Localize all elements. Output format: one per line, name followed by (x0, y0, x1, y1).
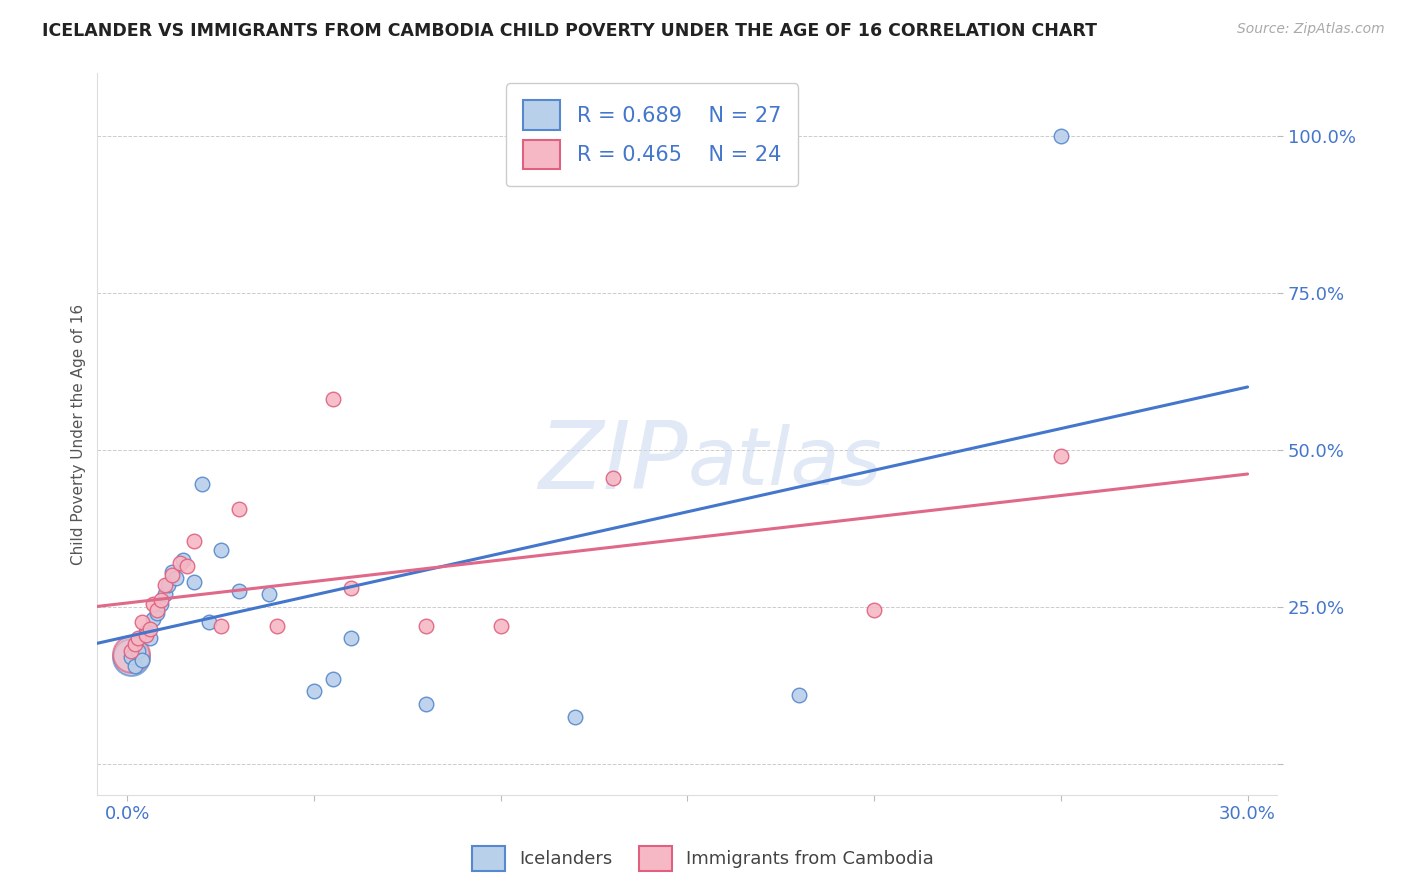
Point (340, 581, 363, 595)
Point (1050, 128, 1073, 143)
Point (124, 659, 146, 673)
Point (489, 618, 512, 632)
Point (127, 631, 149, 645)
Point (183, 533, 205, 548)
Legend: Icelanders, Immigrants from Cambodia: Icelanders, Immigrants from Cambodia (465, 838, 941, 879)
Point (120, 649, 142, 664)
Point (131, 615, 153, 630)
Point (863, 603, 886, 617)
Point (183, 574, 205, 589)
Point (149, 597, 172, 611)
Point (228, 502, 250, 516)
Point (142, 597, 165, 611)
Point (138, 622, 160, 636)
Point (138, 631, 160, 645)
Point (146, 606, 169, 620)
Point (120, 643, 142, 657)
Point (127, 643, 149, 657)
Y-axis label: Child Poverty Under the Age of 16: Child Poverty Under the Age of 16 (72, 303, 86, 565)
Point (191, 477, 214, 491)
Point (228, 584, 250, 599)
Point (322, 672, 344, 686)
Point (415, 618, 437, 632)
Point (789, 688, 811, 702)
Point (160, 565, 183, 579)
Point (157, 578, 180, 592)
Point (120, 649, 142, 664)
Point (172, 552, 194, 566)
Text: atlas: atlas (688, 424, 882, 502)
Point (146, 603, 169, 617)
Point (340, 631, 363, 645)
Point (266, 618, 288, 632)
Point (602, 471, 624, 485)
Point (198, 615, 221, 630)
Point (120, 647, 142, 661)
Text: ICELANDER VS IMMIGRANTS FROM CAMBODIA CHILD POVERTY UNDER THE AGE OF 16 CORRELAT: ICELANDER VS IMMIGRANTS FROM CAMBODIA CH… (42, 22, 1097, 40)
Point (153, 587, 176, 601)
Point (1050, 449, 1073, 463)
Point (415, 697, 437, 711)
Point (124, 637, 146, 651)
Point (131, 653, 153, 667)
Point (153, 578, 176, 592)
Point (302, 684, 325, 698)
Point (135, 628, 157, 642)
Point (209, 618, 232, 632)
Point (165, 571, 187, 585)
Point (322, 392, 344, 407)
Point (135, 624, 157, 639)
Point (160, 568, 183, 582)
Point (176, 558, 198, 573)
Text: Source: ZipAtlas.com: Source: ZipAtlas.com (1237, 22, 1385, 37)
Legend: R = 0.689    N = 27, R = 0.465    N = 24: R = 0.689 N = 27, R = 0.465 N = 24 (506, 83, 799, 186)
Point (142, 612, 165, 626)
Text: ZIP: ZIP (537, 417, 688, 508)
Point (564, 709, 586, 723)
Point (149, 593, 172, 607)
Point (209, 543, 232, 558)
Point (169, 556, 191, 570)
Point (257, 587, 280, 601)
